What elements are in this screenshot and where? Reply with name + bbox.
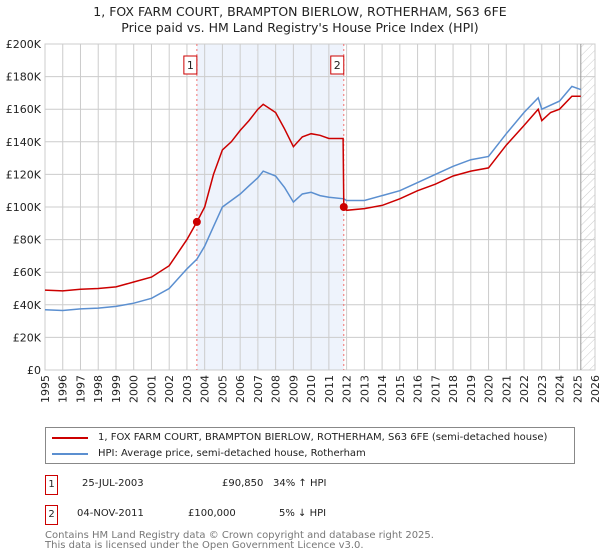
x-tick-label: 2001 (145, 375, 158, 403)
x-tick-label: 2002 (163, 375, 176, 403)
transaction-date: 25-JUL-2003 (82, 478, 144, 489)
plot-area: 1995 1996 1997 1998 1999 2000 2001 2002 2003 2004… (6, 38, 600, 403)
x-tick-label: 2013 (358, 375, 371, 403)
x-tick-label: 1995 (39, 375, 52, 403)
x-tick-label: 2009 (287, 375, 300, 403)
x-tick-label: 2024 (554, 375, 567, 403)
x-tick-label: 2007 (252, 375, 265, 403)
transaction-hpi: 34% ↑ HPI (273, 478, 327, 489)
transaction-row: 2 04-NOV-2011 £100,000 5% ↓ HPI (45, 505, 445, 525)
x-tick-label: 2006 (234, 375, 247, 403)
annotation-label: 2 (334, 59, 341, 72)
legend-item-property: 1, FOX FARM COURT, BRAMPTON BIERLOW, ROT… (52, 432, 547, 443)
x-tick-label: 2014 (376, 375, 389, 403)
y-tick-label: £140K (6, 136, 42, 149)
chart-subtitle: Price paid vs. HM Land Registry's House … (121, 20, 479, 35)
annotation-box (183, 55, 198, 75)
transaction-badge: 1 (45, 475, 58, 495)
sale-point (192, 217, 201, 226)
legend-label: HPI: Average price, semi-detached house,… (98, 448, 366, 459)
footer-line: This data is licensed under the Open Gov… (45, 540, 364, 551)
transaction-row: 1 25-JUL-2003 £90,850 34% ↑ HPI (45, 475, 445, 495)
y-tick-label: £160K (6, 103, 42, 116)
transaction-price: £90,850 (222, 478, 264, 489)
transaction-badge: 2 (45, 505, 58, 525)
footer: Contains HM Land Registry data © Crown c… (45, 531, 434, 551)
x-tick-label: 2000 (128, 375, 141, 403)
x-tick-label: 1997 (74, 375, 87, 403)
x-tick-label: 2011 (323, 375, 336, 403)
transaction-price: £100,000 (188, 508, 236, 519)
transaction-date: 04-NOV-2011 (77, 508, 144, 519)
x-tick-label: 2005 (216, 375, 229, 403)
x-tick-label: 2017 (429, 375, 442, 403)
x-tick-label: 2023 (536, 375, 549, 403)
y-tick-label: £0 (27, 364, 41, 377)
legend-swatch-red (52, 436, 88, 439)
x-tick-label: 1999 (110, 375, 123, 403)
y-tick-label: £120K (6, 168, 42, 181)
footer-line: Contains HM Land Registry data © Crown c… (45, 530, 434, 541)
x-tick-label: 2004 (199, 375, 212, 403)
x-tick-label: 2019 (465, 375, 478, 403)
annotation-label: 1 (187, 59, 194, 72)
price-paid-line (44, 95, 581, 292)
x-tick-label: 2015 (394, 375, 407, 403)
y-tick-label: £200K (6, 38, 42, 51)
x-tick-label: 2020 (483, 375, 496, 403)
y-tick-label: £40K (13, 299, 42, 312)
y-tick-label: £180K (6, 71, 42, 84)
x-tick-label: 2012 (341, 375, 354, 403)
y-tick-label: £60K (13, 266, 42, 279)
sale-point (339, 203, 348, 211)
x-tick-label: 2026 (589, 375, 600, 403)
x-tick-label: 2025 (571, 375, 584, 403)
x-tick-label: 1998 (92, 375, 105, 403)
x-tick-label: 1996 (57, 375, 70, 403)
x-tick-label: 2003 (181, 375, 194, 403)
y-tick-label: £100K (6, 201, 42, 214)
plot-border (44, 43, 596, 371)
legend-label: 1, FOX FARM COURT, BRAMPTON BIERLOW, ROT… (98, 432, 548, 443)
legend-swatch-blue (52, 452, 88, 455)
x-tick-label: 2018 (447, 375, 460, 403)
annotation-box (330, 55, 345, 75)
y-tick-label: £80K (13, 234, 42, 247)
legend-item-hpi: HPI: Average price, semi-detached house,… (52, 448, 366, 459)
transaction-hpi: 5% ↓ HPI (279, 508, 327, 519)
legend: 1, FOX FARM COURT, BRAMPTON BIERLOW, ROT… (45, 427, 575, 464)
y-tick-label: £20K (13, 331, 42, 344)
x-tick-label: 2021 (500, 375, 513, 403)
x-tick-label: 2022 (518, 375, 531, 403)
chart-title: 1, FOX FARM COURT, BRAMPTON BIERLOW, ROT… (93, 4, 507, 19)
x-tick-label: 2008 (270, 375, 283, 403)
x-tick-label: 2010 (305, 375, 318, 403)
x-tick-label: 2016 (412, 375, 425, 403)
hpi-line (44, 85, 582, 312)
